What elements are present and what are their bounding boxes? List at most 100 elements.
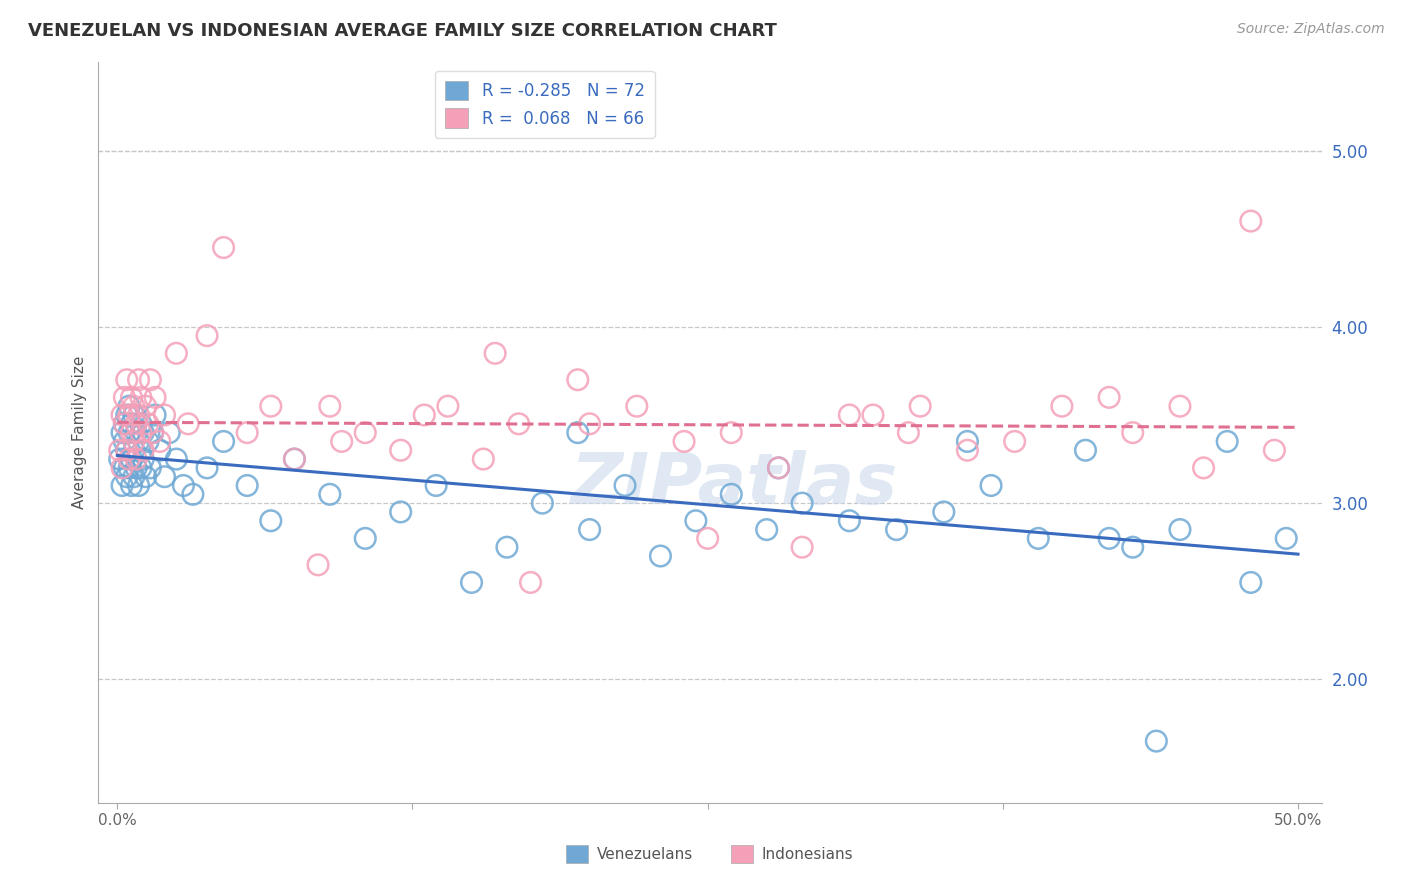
Point (128, 373, 150, 387)
Point (121, 425, 143, 440)
Point (908, 399, 931, 413)
Point (283, 452, 305, 467)
Point (956, 434, 979, 449)
Point (1275, 532, 1298, 546)
Point (768, 461, 790, 475)
Point (838, 514, 860, 528)
Point (1144, 734, 1167, 748)
Point (128, 478, 150, 492)
Point (115, 443, 138, 458)
Point (122, 434, 145, 449)
Point (153, 408, 176, 422)
Point (157, 425, 180, 440)
Point (136, 417, 159, 431)
Point (115, 443, 138, 458)
Point (143, 408, 166, 422)
Point (112, 434, 135, 449)
Point (115, 408, 138, 422)
Point (177, 417, 200, 431)
Point (125, 461, 148, 475)
Point (578, 523, 600, 537)
Point (567, 373, 589, 387)
Point (121, 390, 143, 404)
Point (626, 399, 648, 413)
Point (125, 417, 148, 431)
Point (1122, 540, 1144, 554)
Text: Source: ZipAtlas.com: Source: ZipAtlas.com (1237, 22, 1385, 37)
Point (118, 399, 141, 413)
Point (125, 452, 148, 467)
Point (1192, 461, 1215, 475)
Point (122, 399, 145, 413)
Point (886, 523, 908, 537)
Point (139, 373, 162, 387)
Point (112, 417, 135, 431)
Point (862, 408, 884, 422)
Point (212, 241, 235, 255)
Point (283, 452, 305, 467)
Point (112, 390, 135, 404)
Point (132, 425, 155, 440)
Point (121, 478, 143, 492)
Point (508, 417, 530, 431)
Point (932, 505, 955, 519)
Point (578, 417, 600, 431)
Point (128, 434, 150, 449)
Point (1168, 523, 1191, 537)
Point (122, 408, 145, 422)
Point (118, 408, 141, 422)
Point (260, 399, 283, 413)
Point (319, 487, 342, 501)
Point (1098, 390, 1121, 404)
Point (792, 540, 814, 554)
Point (720, 425, 742, 440)
Point (118, 425, 141, 440)
Point (142, 425, 165, 440)
Point (460, 575, 482, 590)
Point (165, 346, 187, 360)
Point (135, 469, 157, 483)
Point (389, 443, 412, 458)
Point (437, 399, 460, 413)
Point (165, 452, 187, 467)
Y-axis label: Average Family Size: Average Family Size (72, 356, 87, 509)
Point (135, 399, 157, 413)
Point (472, 452, 495, 467)
Point (112, 461, 135, 475)
Point (129, 390, 152, 404)
Point (132, 452, 155, 467)
Point (1098, 532, 1121, 546)
Point (118, 461, 141, 475)
Point (755, 523, 778, 537)
Point (897, 425, 920, 440)
Point (128, 408, 150, 422)
Point (260, 514, 283, 528)
Text: ZIPatlas: ZIPatlas (571, 450, 898, 519)
Point (354, 532, 377, 546)
Point (181, 487, 204, 501)
Point (768, 461, 790, 475)
Point (212, 434, 235, 449)
Point (149, 434, 172, 449)
Point (614, 478, 637, 492)
Point (136, 434, 159, 449)
Point (685, 514, 707, 528)
Point (111, 461, 134, 475)
Point (1122, 425, 1144, 440)
Point (195, 461, 218, 475)
Point (1263, 443, 1285, 458)
Point (122, 469, 145, 483)
Point (122, 443, 145, 458)
Point (1026, 532, 1049, 546)
Point (111, 478, 134, 492)
Point (111, 408, 134, 422)
Point (121, 417, 143, 431)
Point (496, 540, 519, 554)
Point (673, 434, 696, 449)
Legend: Venezuelans, Indonesians: Venezuelans, Indonesians (561, 839, 859, 869)
Point (354, 425, 377, 440)
Point (129, 461, 152, 475)
Point (236, 478, 259, 492)
Point (108, 452, 131, 467)
Point (1074, 443, 1097, 458)
